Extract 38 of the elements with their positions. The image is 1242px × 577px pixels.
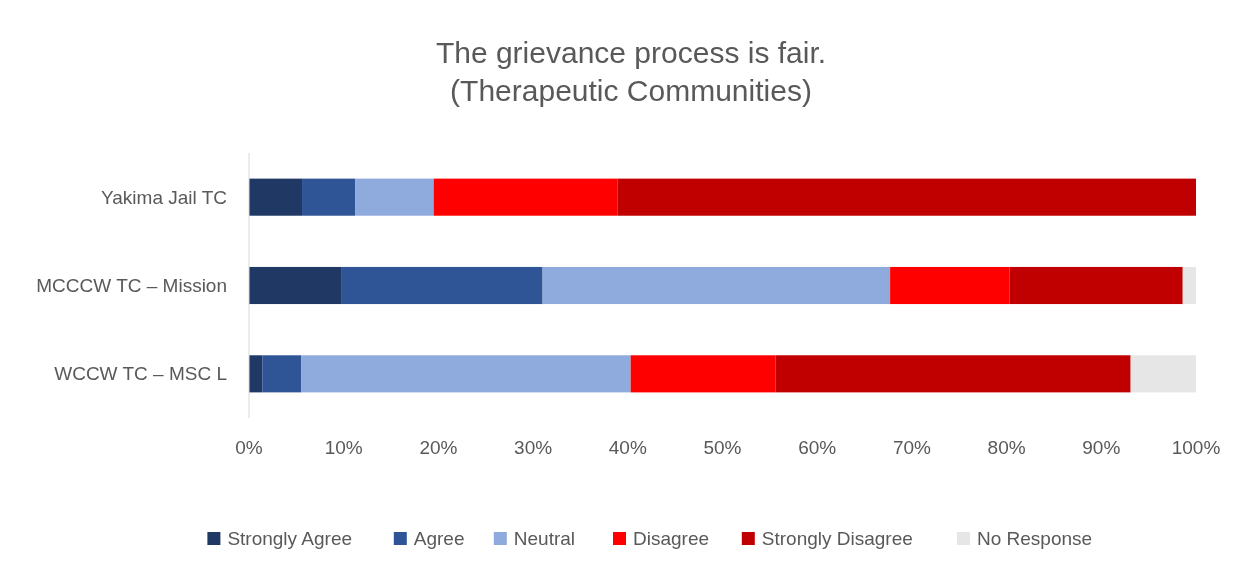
bar	[775, 355, 1131, 393]
chart-title: The grievance process is fair. (Therapeutic Communities)	[435, 36, 827, 107]
bar	[617, 178, 1196, 216]
bar	[890, 266, 1010, 305]
x-tick-label: 10%	[324, 437, 363, 458]
legend-label: Neutral	[513, 528, 576, 549]
legend-label: Disagree	[633, 528, 710, 549]
y-tick-label: WCCW TC – MSC L	[54, 363, 227, 385]
bar	[301, 355, 631, 393]
x-tick-label: 20%	[419, 437, 458, 458]
bar	[249, 266, 342, 305]
bar	[355, 178, 434, 216]
legend-label: Strongly Disagree	[761, 528, 913, 549]
bar	[1009, 266, 1183, 305]
x-tick-label: 60%	[798, 437, 837, 458]
bar	[302, 178, 356, 216]
bar	[433, 178, 618, 216]
x-tick-label: 50%	[703, 437, 742, 458]
bar	[630, 355, 776, 393]
bar	[341, 266, 543, 305]
x-tick-label: 30%	[514, 437, 553, 458]
x-tick-label: 70%	[892, 437, 932, 458]
bar	[1182, 266, 1196, 305]
x-tick-label: 80%	[987, 437, 1026, 458]
legend-label: No Response	[977, 528, 1093, 549]
bar	[1130, 355, 1196, 393]
bar	[249, 178, 303, 216]
x-tick-label: 40%	[608, 437, 647, 458]
x-tick-label: 100%	[1171, 437, 1221, 458]
y-tick-label: Yakima Jail TC	[101, 186, 227, 208]
bar	[249, 355, 263, 393]
y-tick-label: MCCCW TC – Mission	[36, 275, 227, 297]
bar	[262, 355, 302, 393]
legend-label: Agree	[413, 528, 465, 549]
bar	[542, 266, 891, 305]
x-tick-label: 0%	[235, 437, 263, 458]
legend-label: Strongly Agree	[227, 528, 353, 549]
x-tick-label: 90%	[1082, 437, 1121, 458]
